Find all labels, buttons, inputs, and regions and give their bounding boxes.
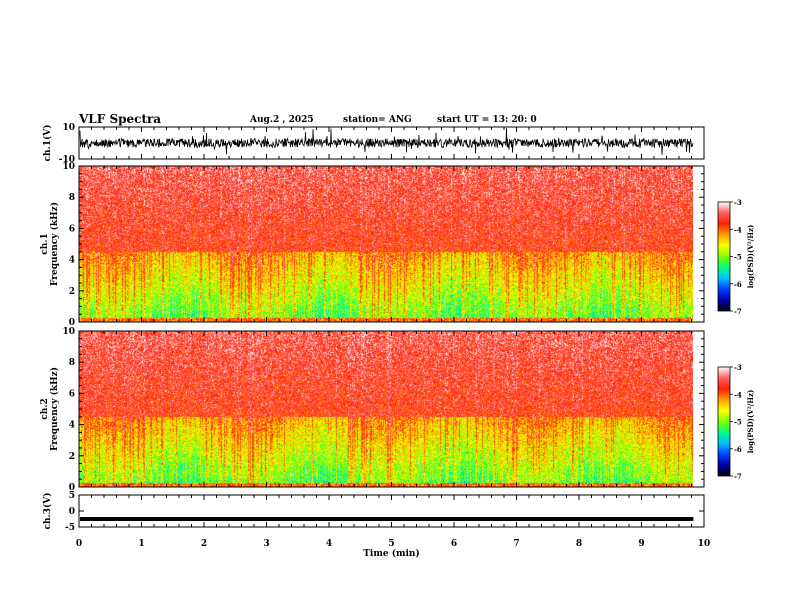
- x-tick-label: 2: [201, 539, 207, 549]
- ch1-spec-colorbar-label: log(PSD)(V²/Hz): [746, 225, 755, 289]
- y-tick-label: 10: [62, 123, 75, 133]
- colorbar-tick-label: -7: [734, 307, 742, 316]
- y-tick-label: 8: [69, 193, 75, 203]
- colorbar-tick-label: -5: [734, 253, 742, 262]
- colorbar-tick-label: -4: [734, 225, 742, 234]
- colorbar-tick-label: -4: [734, 390, 742, 399]
- x-tick-label: 9: [638, 539, 644, 549]
- ch2-spec-ylabel: ch.2Frequency (kHz): [40, 367, 60, 451]
- y-tick-label: 2: [69, 452, 75, 462]
- colorbar-tick-label: -3: [734, 363, 742, 372]
- x-tick-label: 0: [76, 539, 82, 549]
- y-tick-label: -10: [59, 155, 75, 165]
- y-tick-label: 6: [69, 389, 75, 399]
- x-tick-label: 10: [698, 539, 711, 549]
- station-label: station= ANG: [343, 115, 412, 125]
- y-tick-label: 0: [69, 483, 75, 493]
- ch1-spec-colorbar: [717, 201, 731, 312]
- ch1-spec-ylabel: ch.1Frequency (kHz): [40, 202, 60, 286]
- x-tick-label: 8: [576, 539, 582, 549]
- y-tick-label: 10: [62, 162, 75, 172]
- colorbar-tick-label: -5: [734, 418, 742, 427]
- colorbar-tick-label: -3: [734, 198, 742, 207]
- y-tick-label: 4: [69, 256, 75, 266]
- ch1-trace: [79, 127, 694, 155]
- y-tick-label: 2: [69, 287, 75, 297]
- x-tick-label: 6: [451, 539, 457, 549]
- x-tick-label: 5: [388, 539, 394, 549]
- y-tick-label: 0: [69, 507, 75, 517]
- x-tick-label: 4: [326, 539, 332, 549]
- ch1-spec-heatmap: [79, 166, 693, 322]
- colorbar-tick-label: -7: [734, 472, 742, 481]
- ch2-spec-colorbar: [717, 366, 731, 477]
- y-tick-label: 8: [69, 358, 75, 368]
- x-axis-label: Time (min): [363, 548, 420, 559]
- y-tick-label: 5: [69, 491, 75, 501]
- y-tick-label: -5: [65, 523, 75, 533]
- x-tick-label: 7: [513, 539, 519, 549]
- y-tick-label: 10: [62, 327, 75, 337]
- colorbar-tick-label: -6: [734, 445, 742, 454]
- y-tick-label: 6: [69, 224, 75, 234]
- ch2-spec-heatmap: [79, 331, 693, 487]
- ch1-ylabel: ch.1(V): [42, 125, 53, 162]
- start-time-label: start UT = 13: 20: 0: [437, 115, 537, 125]
- x-tick-label: 1: [138, 539, 144, 549]
- figure-title: VLF Spectra: [79, 112, 162, 126]
- date-label: Aug.2 , 2025: [250, 115, 314, 125]
- x-tick-label: 3: [263, 539, 269, 549]
- colorbar-tick-label: -6: [734, 280, 742, 289]
- y-tick-label: 4: [69, 421, 75, 431]
- ch3-ylabel: ch.3(V): [42, 493, 53, 530]
- ch2-spec-colorbar-label: log(PSD)(V²/Hz): [746, 390, 755, 454]
- y-tick-label: 0: [69, 318, 75, 328]
